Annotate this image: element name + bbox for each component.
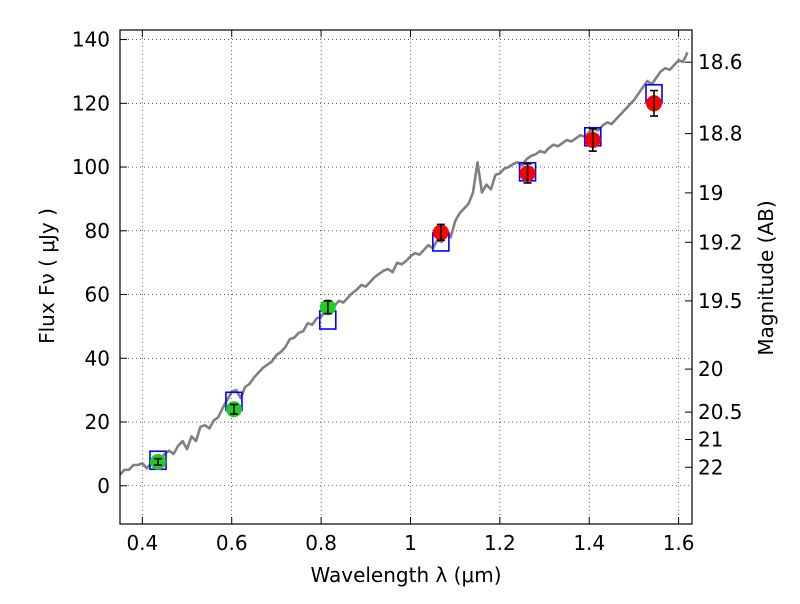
magnitude-tick-label: 19.5 xyxy=(698,289,743,313)
x-tick-label: 0.4 xyxy=(126,531,158,555)
magnitude-tick-label: 18.8 xyxy=(698,122,743,146)
x-axis-title: Wavelength λ (μm) xyxy=(310,563,501,587)
y-tick-label: 80 xyxy=(85,219,110,243)
x-tick-label: 0.6 xyxy=(216,531,248,555)
x-tick-label: 1.2 xyxy=(484,531,516,555)
y-tick-label: 40 xyxy=(85,346,110,370)
plot-area xyxy=(120,51,689,476)
magnitude-tick-label: 18.6 xyxy=(698,50,743,74)
magnitude-tick-label: 19 xyxy=(698,181,723,205)
y-tick-label: 120 xyxy=(72,91,110,115)
y-tick-label: 0 xyxy=(97,474,110,498)
y-axis-title: Flux Fν ( μJy ) xyxy=(35,208,59,344)
magnitude-tick-label: 19.2 xyxy=(698,230,743,254)
magnitude-tick-label: 22 xyxy=(698,455,723,479)
x-tick-label: 1 xyxy=(404,531,417,555)
plot-frame xyxy=(119,29,693,525)
series-group xyxy=(120,51,689,476)
axis-ticks: 0.4 0.6 0.8 1 1.2 1.4 1.6 0 20 40 60 80 100 120 140 18.… xyxy=(72,28,743,555)
magnitude-tick-label: 20.5 xyxy=(698,400,743,424)
magnitude-tick-label: 20 xyxy=(698,357,723,381)
right-axis-title: Magnitude (AB) xyxy=(754,200,778,355)
y-tick-label: 140 xyxy=(72,28,110,52)
y-tick-label: 60 xyxy=(85,283,110,307)
y-tick-label: 20 xyxy=(85,410,110,434)
x-tick-label: 1.4 xyxy=(573,531,605,555)
x-tick-label: 0.8 xyxy=(305,531,337,555)
magnitude-tick-label: 21 xyxy=(698,428,723,452)
x-tick-label: 1.6 xyxy=(663,531,695,555)
grid-lines xyxy=(120,30,692,524)
y-tick-label: 100 xyxy=(72,155,110,179)
